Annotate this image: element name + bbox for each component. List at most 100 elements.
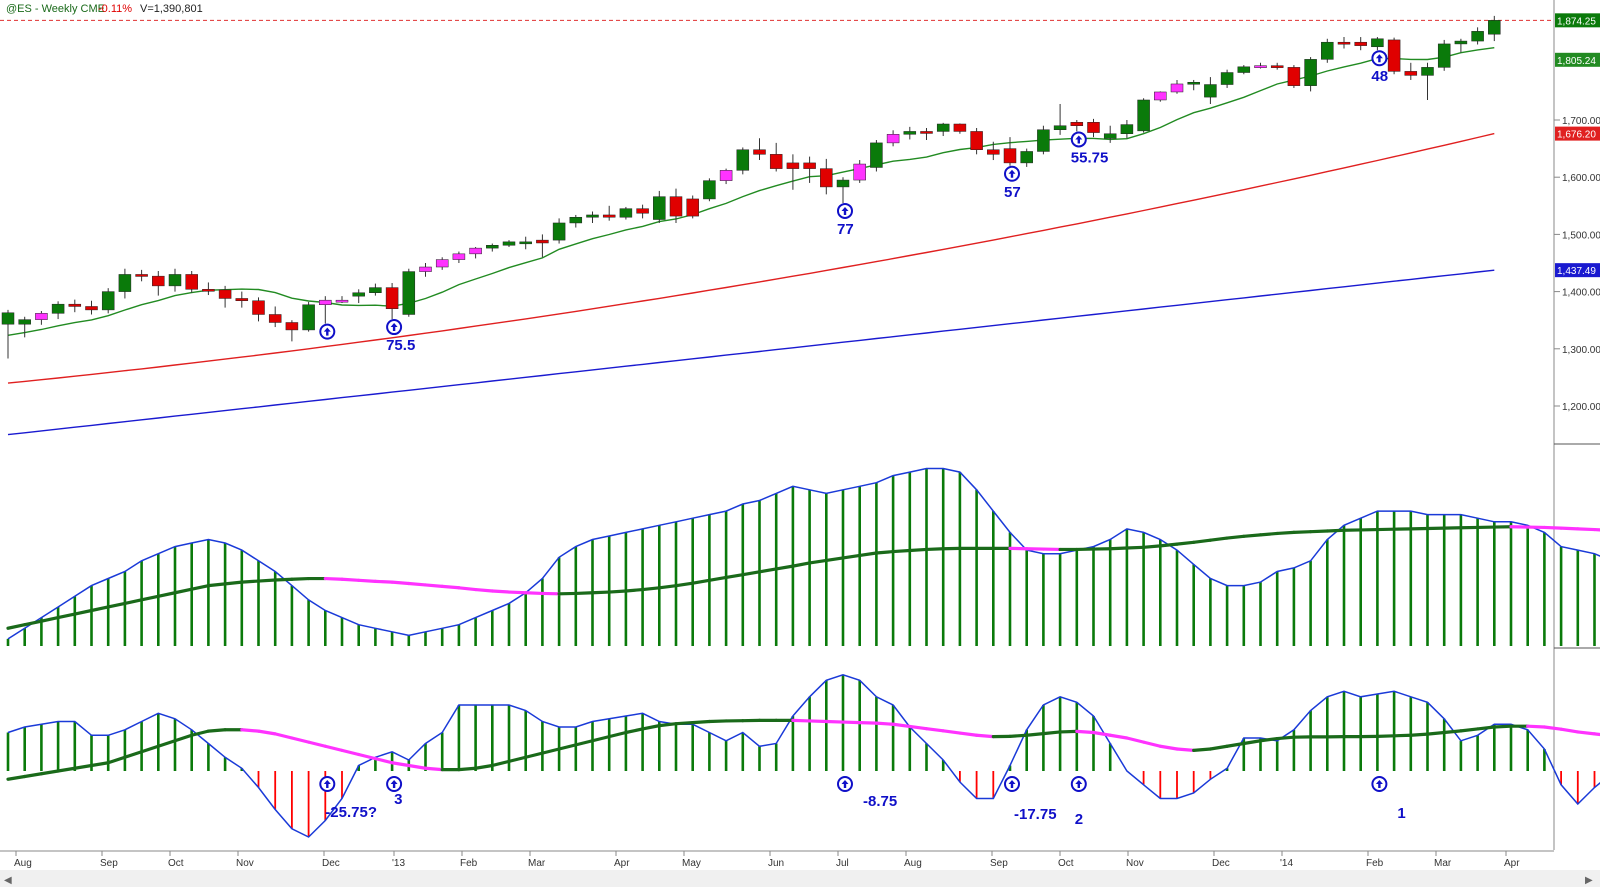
- up-arrow-glyph: [1375, 54, 1383, 63]
- x-tick-label: Nov: [236, 858, 254, 869]
- hist1-signal-segment: [407, 581, 428, 587]
- hist2-signal-segment: [190, 729, 210, 737]
- hist1-signal-segment: [1258, 531, 1279, 537]
- up-arrow-circle-icon: [1371, 50, 1388, 67]
- candle-body: [786, 162, 800, 169]
- price-tag: [1555, 126, 1600, 141]
- up-arrow-glyph: [1008, 169, 1016, 178]
- candle-body: [369, 287, 382, 293]
- hist2-signal-segment: [1025, 731, 1046, 737]
- candle-body: [753, 149, 766, 155]
- candle-body: [85, 306, 98, 311]
- hist1-signal-segment: [6, 623, 27, 630]
- hist2-signal-segment: [73, 763, 94, 770]
- volume-label: V=1,390,801: [140, 3, 203, 15]
- hist2-signal-segment: [140, 744, 160, 754]
- hist2-signal-segment: [1208, 744, 1229, 751]
- candle-body: [101, 291, 115, 311]
- hist1-signal-segment: [757, 567, 778, 574]
- x-tick-label: Nov: [1126, 858, 1144, 869]
- hist1-signal-segment: [657, 584, 678, 590]
- candle-body: [419, 266, 432, 272]
- candle-body: [903, 131, 917, 135]
- candle-body: [1454, 40, 1468, 45]
- hist1-signal-segment: [1559, 526, 1580, 531]
- hist2-signal-segment: [357, 752, 377, 761]
- candle-body: [586, 214, 599, 218]
- candle-body: [402, 271, 416, 315]
- price-tick-label: 1,200.00: [1562, 402, 1600, 413]
- hist2-annotation: 2: [1075, 811, 1083, 828]
- horizontal-scrollbar[interactable]: [0, 870, 1600, 887]
- hist2-signal-segment: [1242, 739, 1263, 746]
- candle-body: [469, 247, 482, 255]
- hist2-signal-segment: [173, 733, 194, 743]
- hist1-signal-segment: [607, 589, 628, 594]
- up-arrow-glyph: [390, 780, 398, 788]
- hist1-signal-segment: [741, 570, 762, 577]
- signal-annotation: 48: [1371, 68, 1388, 85]
- hist1-signal-segment: [791, 561, 812, 568]
- candle-body: [536, 239, 549, 244]
- hist2-annotation: -8.75: [863, 793, 897, 810]
- candle-body: [1204, 84, 1217, 98]
- price-tag: [1555, 263, 1600, 278]
- hist1-signal-segment: [273, 577, 294, 582]
- x-tick-label: Sep: [100, 858, 118, 869]
- candle-body: [1471, 31, 1484, 42]
- hist2-signal-segment: [1225, 741, 1246, 748]
- candle-body: [1421, 67, 1434, 76]
- candle-body: [152, 275, 165, 287]
- candle-body: [769, 154, 783, 169]
- hist2-signal-segment: [1409, 732, 1430, 737]
- hist2-signal-segment: [607, 730, 628, 739]
- hist1-signal-segment: [1175, 540, 1196, 546]
- candle-body: [1137, 99, 1150, 132]
- candle-body: [920, 131, 933, 134]
- hist2-signal-segment: [1559, 727, 1580, 734]
- hist2-signal-segment: [1041, 730, 1062, 736]
- hist2-signal-segment: [6, 774, 27, 781]
- hist2-signal-segment: [407, 763, 428, 770]
- candle-body: [669, 196, 683, 217]
- scroll-left-arrow-icon[interactable]: ◀: [4, 875, 12, 886]
- up-arrow-circle-icon: [319, 776, 336, 792]
- candle-body: [820, 168, 833, 188]
- hist2-annotation: -17.75: [1014, 806, 1057, 823]
- up-arrow-glyph: [841, 780, 849, 788]
- hist2-signal-segment: [273, 732, 294, 740]
- candle-body: [1003, 148, 1017, 164]
- up-arrow-glyph: [323, 780, 331, 788]
- hist2-signal-segment: [1592, 732, 1600, 737]
- candle-body: [636, 208, 649, 214]
- candle-body: [252, 300, 265, 315]
- hist2-signal-segment: [1175, 747, 1196, 752]
- up-arrow-circle-icon: [386, 319, 403, 336]
- hist1-signal-segment: [574, 591, 595, 596]
- hist1-signal-segment: [73, 608, 94, 616]
- hist2-signal-segment: [674, 720, 695, 726]
- price-tag-label: 1,676.20: [1557, 130, 1596, 141]
- price-tick-label: 1,300.00: [1562, 345, 1600, 356]
- hist2-signal-segment: [123, 750, 144, 759]
- hist1-signal-segment: [39, 615, 60, 623]
- scroll-right-arrow-icon[interactable]: ▶: [1585, 875, 1593, 886]
- hist1-signal-segment: [707, 575, 728, 582]
- hist2-signal-segment: [1442, 729, 1463, 735]
- candle-body: [335, 299, 349, 303]
- up-arrow-circle-icon: [386, 776, 403, 792]
- hist1-signal-segment: [807, 558, 828, 565]
- hist2-signal-segment: [707, 719, 728, 724]
- up-arrow-circle-icon: [1371, 776, 1388, 792]
- hist1-signal-segment: [774, 564, 795, 571]
- candle-body: [1120, 124, 1134, 134]
- candle-body: [1187, 81, 1200, 85]
- hist2-signal-segment: [1192, 747, 1213, 752]
- candle-body: [168, 274, 182, 287]
- hist1-signal-segment: [190, 584, 210, 591]
- candle-body: [185, 274, 198, 290]
- hist1-signal-segment: [490, 589, 511, 594]
- candle-body: [686, 198, 699, 217]
- hist1-signal-segment: [423, 583, 444, 588]
